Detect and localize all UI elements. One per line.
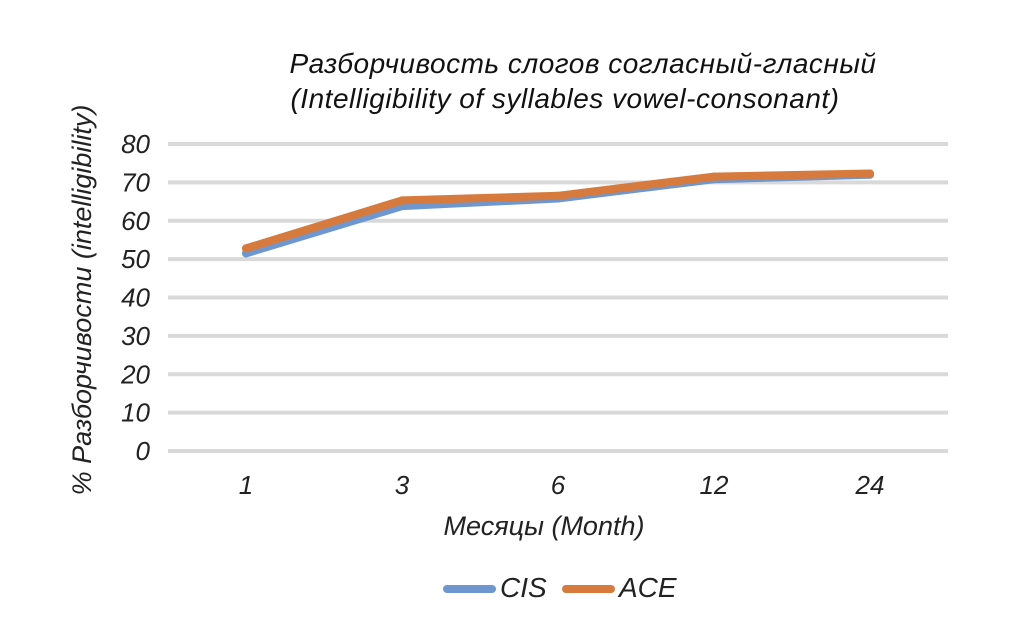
chart-title-line-2: (Intelligibility of syllables vowel-cons… xyxy=(290,83,839,114)
x-tick-label: 6 xyxy=(551,470,566,500)
x-tick-label: 12 xyxy=(700,470,729,500)
legend-label-cis: CIS xyxy=(500,572,547,603)
x-axis-label: Месяцы (Month) xyxy=(444,511,645,541)
y-axis-ticks: 0 10 20 30 40 50 60 70 80 xyxy=(120,129,150,466)
chart-title-line-1: Разборчивость слогов согласный-гласный xyxy=(289,48,876,79)
y-tick-label: 40 xyxy=(121,283,150,313)
y-tick-label: 50 xyxy=(121,244,150,274)
y-axis-label: % Разборчивости (intelligibility) xyxy=(67,105,97,496)
legend: CIS ACE xyxy=(443,572,677,603)
y-tick-label: 30 xyxy=(121,321,150,351)
data-point-ace xyxy=(866,169,874,178)
x-tick-label: 24 xyxy=(855,470,885,500)
gridlines xyxy=(168,142,948,453)
x-axis-ticks: 1 3 6 12 24 xyxy=(239,470,885,500)
y-tick-label: 70 xyxy=(121,167,150,197)
y-tick-label: 0 xyxy=(136,436,151,466)
y-tick-label: 60 xyxy=(121,206,150,236)
x-tick-label: 3 xyxy=(395,470,410,500)
series-lines xyxy=(242,169,874,258)
y-tick-label: 80 xyxy=(121,129,150,159)
data-point-ace xyxy=(710,172,718,181)
data-point-ace xyxy=(554,191,562,200)
y-tick-label: 20 xyxy=(120,359,150,389)
x-tick-label: 1 xyxy=(239,470,253,500)
data-point-ace xyxy=(242,244,250,253)
data-point-ace xyxy=(398,196,406,205)
legend-label-ace: ACE xyxy=(617,572,677,603)
y-tick-label: 10 xyxy=(121,398,150,428)
